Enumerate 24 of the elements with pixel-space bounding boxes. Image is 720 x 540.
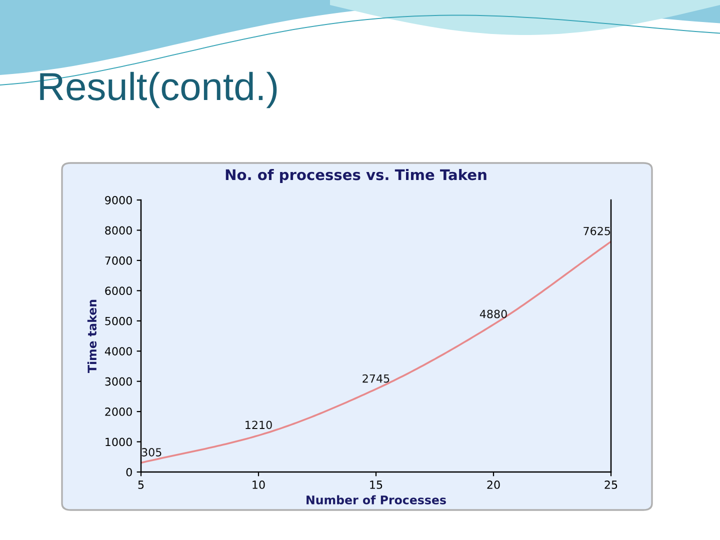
x-tick-label: 25 xyxy=(604,480,618,489)
data-label: 4880 xyxy=(480,310,507,318)
y-tick-label: 9000 xyxy=(105,196,132,204)
y-tick-label: 1000 xyxy=(106,438,132,446)
y-tick-label: 5000 xyxy=(105,316,132,326)
y-axis-title: Time taken xyxy=(87,300,97,373)
x-tick-label: 10 xyxy=(252,480,265,489)
y-tick-label: 4000 xyxy=(104,347,132,356)
data-label: 2745 xyxy=(362,374,390,383)
y-tick-label: 2000 xyxy=(105,408,132,416)
x-axis-title: Number of Processes xyxy=(306,495,446,504)
x-tick-label: 15 xyxy=(370,480,382,489)
chart-title: Result(contd.) xyxy=(40,72,277,108)
y-tick-label: 8000 xyxy=(105,226,132,235)
data-label: 305 xyxy=(142,448,162,456)
data-label: 1210 xyxy=(246,420,272,430)
y-tick-label: 7000 xyxy=(105,256,132,265)
data-label: 7625 xyxy=(584,226,610,236)
y-tick-label: 3000 xyxy=(105,377,132,386)
chart-subtitle: No. of processes vs. Time Taken xyxy=(226,168,486,184)
y-tick-label: 0 xyxy=(126,468,132,476)
x-tick-label: 5 xyxy=(138,480,144,489)
y-tick-label: 6000 xyxy=(105,286,132,296)
x-tick-label: 20 xyxy=(487,480,500,489)
